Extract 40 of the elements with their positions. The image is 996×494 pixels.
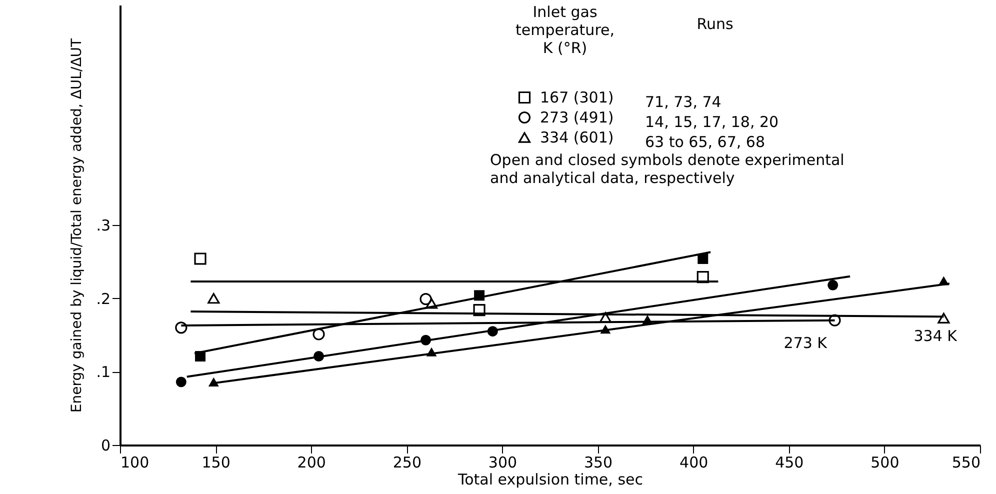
point (176, 376, 186, 388)
legend-title: Inlet gas temperature, K (°R) (515, 3, 615, 57)
x-tick-label: 500 (870, 454, 900, 472)
annotation: 334 K (914, 327, 958, 346)
point (828, 280, 838, 290)
point (599, 312, 612, 323)
y-tick-label: .3 (96, 216, 110, 234)
legend-label: 273 (491) (540, 108, 614, 126)
point (194, 252, 206, 265)
point (312, 328, 325, 340)
x-tick-label: 550 (952, 454, 980, 472)
x-axis-title: Total expulsion time, sec (457, 470, 643, 488)
x-tick-label: 300 (488, 454, 518, 472)
legend-label: 334 (601) (540, 128, 614, 146)
legend-label: 167 (301) (540, 88, 614, 106)
x-tick-label: 350 (584, 454, 613, 472)
point (175, 322, 188, 334)
point (425, 298, 438, 309)
point (473, 304, 486, 316)
point (696, 271, 709, 284)
x-tick-label: 100 (120, 454, 150, 472)
y-tick-label: .1 (96, 363, 110, 382)
annotation: Runs (696, 15, 734, 33)
point (828, 314, 841, 326)
annotation: 14, 15, 17, 18, 20 (645, 113, 779, 131)
annotation: 63 to 65, 67, 68 (645, 133, 766, 151)
x-tick-label: 250 (392, 454, 422, 472)
y-tick-label: 0 (100, 436, 110, 454)
x-tick-label: 150 (202, 454, 230, 472)
point (420, 293, 432, 306)
x-tick-label: 200 (297, 454, 326, 472)
x-tick-label: 400 (680, 454, 708, 472)
y-axis-title: Energy gained by liquid/Total energy added, ΔUL/ΔUT (69, 38, 86, 413)
point (208, 292, 220, 304)
y-tick-label: .2 (96, 290, 110, 308)
annotation: 273 K (784, 334, 828, 352)
point (938, 312, 950, 324)
annotation: Open and closed symbols denote experimental and analytical data, respectively (490, 151, 844, 187)
x-tick-label: 450 (775, 454, 804, 472)
annotation: 71, 73, 74 (645, 93, 722, 111)
